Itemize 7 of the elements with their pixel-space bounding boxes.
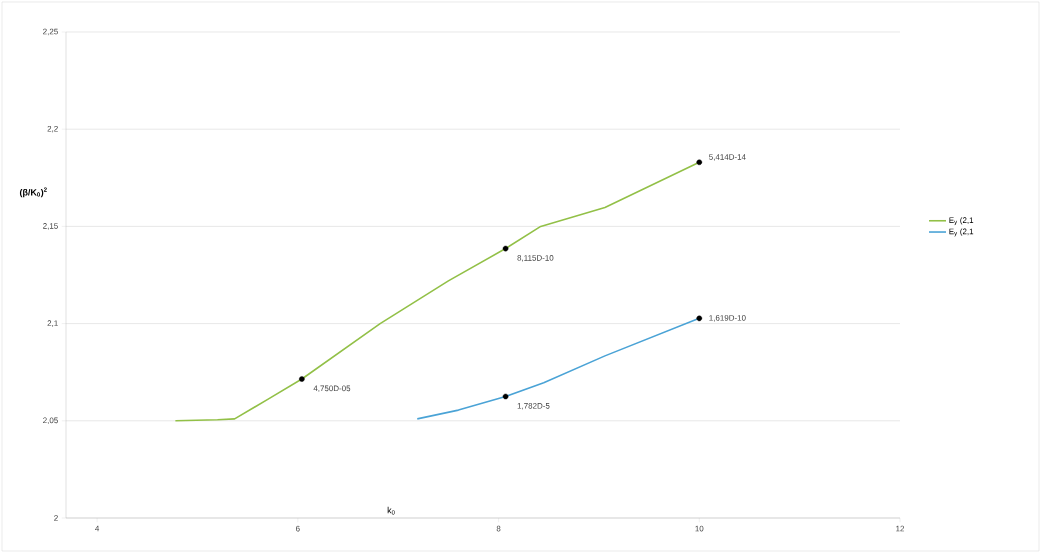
y-axis-title: (β/K$_{0}$)$^{2}$ [19, 187, 47, 198]
point [502, 245, 509, 252]
point [299, 376, 305, 382]
x-axis-title: k$_{0}$ [387, 506, 395, 515]
point [696, 315, 703, 322]
point [696, 159, 703, 166]
point [502, 393, 509, 400]
